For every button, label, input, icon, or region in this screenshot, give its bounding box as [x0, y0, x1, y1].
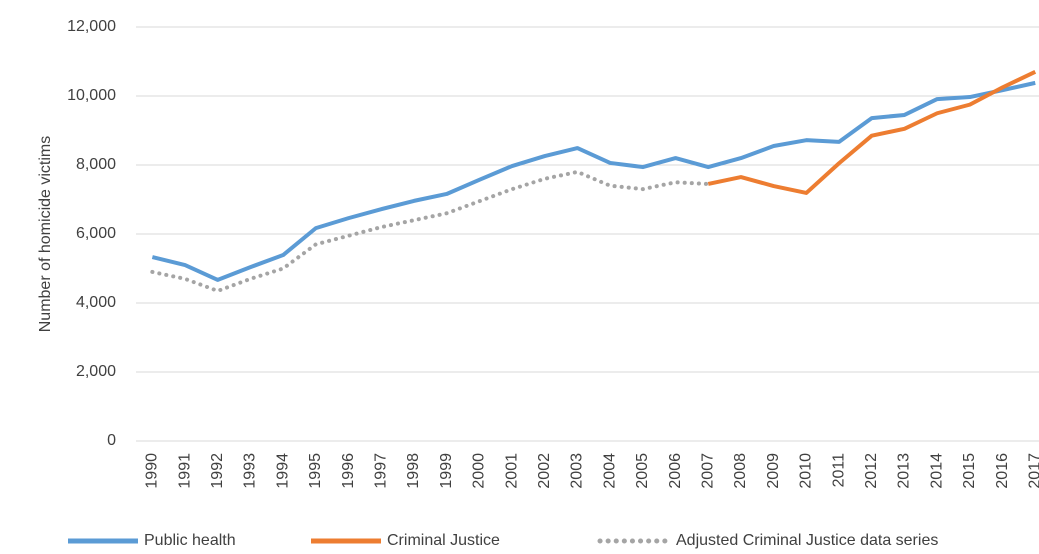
- x-tick-label: 1995: [307, 453, 324, 489]
- legend-label: Criminal Justice: [387, 532, 500, 549]
- x-tick-label: 2008: [732, 453, 749, 489]
- x-tick-label: 2001: [503, 453, 520, 489]
- x-tick-label: 1991: [176, 453, 193, 489]
- y-tick-label: 4,000: [76, 294, 116, 311]
- x-tick-label: 2014: [928, 453, 945, 489]
- x-tick-label: 1996: [340, 453, 357, 489]
- legend-label: Adjusted Criminal Justice data series: [676, 532, 938, 549]
- legend-label: Public health: [144, 532, 236, 549]
- series-line: [151, 80, 1036, 282]
- x-tick-label: 2000: [471, 453, 488, 489]
- x-tick-label: 2004: [601, 453, 618, 489]
- x-tick-label: 2016: [994, 453, 1011, 489]
- x-tick-label: 1994: [274, 453, 291, 489]
- x-tick-label: 2003: [569, 453, 586, 489]
- x-tick-label: 1998: [405, 453, 422, 489]
- y-tick-label: 2,000: [76, 363, 116, 380]
- y-tick-label: 0: [107, 432, 116, 449]
- x-tick-label: 2009: [765, 453, 782, 489]
- x-tick-label: 2002: [536, 453, 553, 489]
- x-tick-label: 1993: [242, 453, 259, 489]
- x-tick-label: 2007: [699, 453, 716, 489]
- y-tick-label: 10,000: [67, 87, 116, 104]
- y-axis-label: Number of homicide victims: [37, 136, 54, 333]
- series-line: [150, 169, 711, 293]
- x-tick-label: 1992: [209, 453, 226, 489]
- x-tick-label: 1990: [144, 453, 161, 489]
- y-tick-label: 6,000: [76, 225, 116, 242]
- series-line: [707, 70, 1037, 195]
- x-tick-label: 2005: [634, 453, 651, 489]
- x-tick-label: 2010: [798, 453, 815, 489]
- y-tick-label: 12,000: [67, 18, 116, 35]
- y-tick-label: 8,000: [76, 156, 116, 173]
- x-tick-label: 1999: [438, 453, 455, 489]
- x-tick-label: 2012: [863, 453, 880, 489]
- x-tick-label: 2015: [961, 453, 978, 489]
- x-tick-label: 2013: [896, 453, 913, 489]
- x-tick-label: 2006: [667, 453, 684, 489]
- x-tick-label: 1997: [372, 453, 389, 489]
- x-tick-label: 2017: [1026, 453, 1039, 489]
- x-tick-label: 2011: [830, 453, 847, 488]
